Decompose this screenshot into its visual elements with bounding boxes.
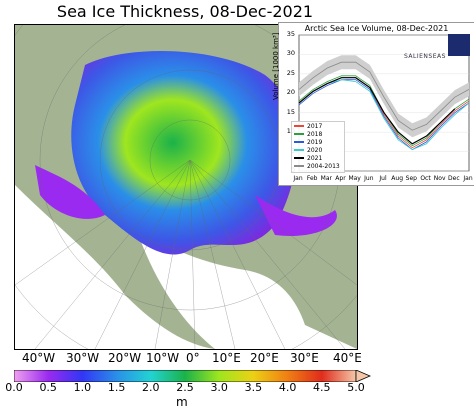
colorbar-tick: 5.0 xyxy=(347,381,365,394)
legend-entry: 2018 xyxy=(292,130,344,138)
colorbar-tick: 0.0 xyxy=(5,381,23,394)
longitude-label: 40°W xyxy=(22,351,56,365)
inset-ytick: 10 xyxy=(283,127,295,135)
colorbar-tick: 1.0 xyxy=(73,381,92,394)
inset-title: Arctic Sea Ice Volume, 08-Dec-2021 xyxy=(304,24,449,33)
inset-ytick: 25 xyxy=(286,68,295,77)
legend-entry: 2020 xyxy=(292,146,344,154)
hudson-ice xyxy=(35,165,105,219)
inset-ytick: 35 xyxy=(286,30,295,38)
series-line-2004-2013 xyxy=(298,61,470,131)
inset-xtick: Oct xyxy=(420,175,431,182)
graticule xyxy=(15,25,357,349)
longitude-label: 30°E xyxy=(290,351,319,365)
inset-xtick: May xyxy=(348,175,361,182)
inset-ytick: 20 xyxy=(286,88,295,97)
legend-entry: 2004-2013 xyxy=(292,162,344,170)
legend-swatch xyxy=(294,149,304,151)
legend-entry: 2021 xyxy=(292,154,344,162)
longitude-label: 20°E xyxy=(250,351,279,365)
inset-xtick: Jul xyxy=(379,175,387,182)
legend-swatch xyxy=(294,141,304,143)
colorbar-tick: 2.0 xyxy=(142,381,160,394)
inset-ytick: 15 xyxy=(286,107,295,116)
legend-label: 2019 xyxy=(307,138,323,146)
brand-text: SALIENSEAS xyxy=(404,53,446,60)
brand-logo-icon xyxy=(448,34,470,56)
longitude-label: 40°E xyxy=(333,351,362,365)
colorbar-tick: 2.5 xyxy=(176,381,194,394)
legend-swatch xyxy=(294,165,304,167)
inset-xtick: Dec xyxy=(448,175,460,182)
legend-label: 2018 xyxy=(307,130,323,138)
colorbar-tick: 0.5 xyxy=(39,381,57,394)
series-line-2019 xyxy=(298,79,470,151)
inset-ytick: 30 xyxy=(286,49,295,58)
series-line-2021 xyxy=(298,77,456,145)
inset-xtick: Jan xyxy=(293,175,303,182)
legend-swatch xyxy=(294,125,304,127)
colorbar-tick: 4.0 xyxy=(278,381,297,394)
colorbar-tick: 1.5 xyxy=(107,381,126,394)
inset-xtick: Jan xyxy=(463,175,473,182)
barents-ocean xyxy=(135,225,357,349)
inset-xtick: Jun xyxy=(364,175,374,182)
climatology-band xyxy=(299,55,469,138)
longitude-label: 0° xyxy=(186,351,200,365)
colorbar-unit: m xyxy=(176,395,188,409)
inset-xtick: Aug xyxy=(391,175,404,182)
colorbar-tick: 4.5 xyxy=(313,381,331,394)
inset-xtick: Mar xyxy=(320,175,332,182)
colorbar-tick: 3.5 xyxy=(244,381,263,394)
inset-xtick: Nov xyxy=(433,175,446,182)
colorbar-tick: 3.0 xyxy=(210,381,228,394)
legend-label: 2017 xyxy=(307,122,323,130)
legend-entry: 2019 xyxy=(292,138,344,146)
kara-ice xyxy=(255,195,337,236)
legend-entry: 2017 xyxy=(292,122,344,130)
atlantic-ocean xyxy=(15,185,215,349)
inset-ylabel: Volume [1000 km³] xyxy=(272,32,280,100)
legend-label: 2004-2013 xyxy=(307,162,340,170)
inset-xtick: Feb xyxy=(306,175,318,182)
legend-swatch xyxy=(294,133,304,135)
legend-label: 2021 xyxy=(307,154,323,162)
inset-xtick: Sep xyxy=(405,175,417,182)
longitude-label: 20°W xyxy=(108,351,142,365)
legend-label: 2020 xyxy=(307,146,323,154)
legend-swatch xyxy=(294,157,304,159)
map-title: Sea Ice Thickness, 08-Dec-2021 xyxy=(56,2,314,21)
longitude-label: 30°W xyxy=(66,351,100,365)
sea-ice-pack xyxy=(71,51,297,255)
colorbar xyxy=(13,367,372,383)
longitude-label: 10°W xyxy=(146,351,180,365)
inset-legend: 2017 2018 2019 2020 2021 2004-2013 xyxy=(291,121,345,173)
longitude-label: 10°E xyxy=(212,351,241,365)
inset-xtick: Apr xyxy=(335,175,346,182)
